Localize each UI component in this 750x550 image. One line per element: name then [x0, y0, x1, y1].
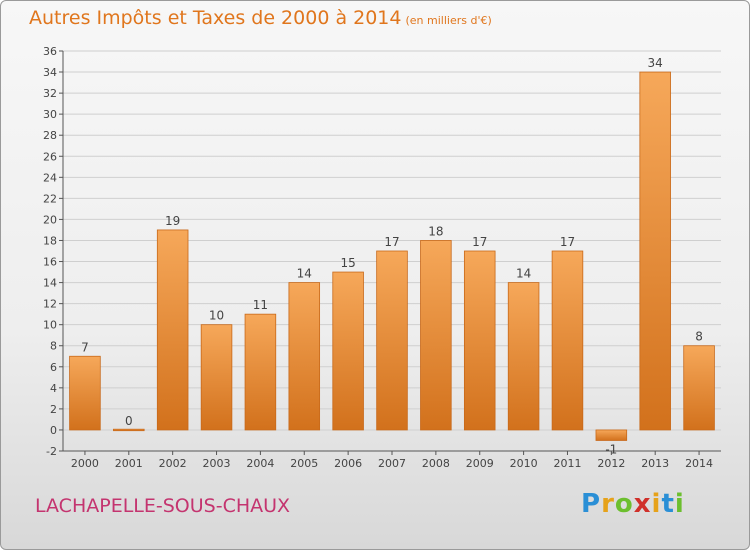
proxiti-logo: Proxiti — [581, 489, 685, 519]
logo-letter: i — [674, 489, 685, 519]
bar — [332, 271, 364, 431]
y-tick-label: 26 — [43, 150, 57, 163]
y-tick-label: -2 — [46, 445, 57, 458]
data-label: 15 — [340, 256, 355, 270]
data-label: 14 — [516, 267, 531, 281]
x-tick-label: 2002 — [159, 457, 187, 470]
y-tick-label: 30 — [43, 108, 57, 121]
y-tick-label: 14 — [43, 277, 57, 290]
data-label: 17 — [472, 235, 487, 249]
logo-letter: r — [601, 489, 615, 519]
y-tick-label: 36 — [43, 45, 57, 58]
bar — [200, 324, 233, 431]
y-tick-label: 20 — [43, 213, 57, 226]
data-label: -1 — [605, 442, 617, 456]
x-tick-label: 2013 — [641, 457, 669, 470]
x-tick-label: 2014 — [685, 457, 713, 470]
bar — [420, 240, 452, 431]
data-label: 0 — [125, 414, 133, 428]
data-label: 11 — [253, 298, 268, 312]
x-tick-label: 2001 — [115, 457, 143, 470]
x-tick-label: 2005 — [290, 457, 318, 470]
x-tick-label: 2006 — [334, 457, 362, 470]
x-tick-label: 2003 — [203, 457, 231, 470]
y-tick-label: 18 — [43, 234, 57, 247]
data-label: 18 — [428, 224, 443, 238]
y-tick-label: 6 — [50, 361, 57, 374]
logo-letter: x — [633, 489, 652, 519]
bar — [639, 71, 671, 431]
x-tick-label: 2007 — [378, 457, 406, 470]
logo-letter: t — [661, 489, 675, 519]
chart-unit-note: (en milliers d'€) — [405, 14, 492, 27]
data-label: 10 — [209, 309, 224, 323]
bar — [683, 345, 715, 431]
bar — [244, 313, 277, 431]
y-tick-label: 22 — [43, 192, 57, 205]
y-tick-label: 12 — [43, 298, 57, 311]
bar — [288, 282, 321, 431]
bar — [507, 282, 540, 431]
bar — [113, 428, 145, 432]
y-tick-label: 8 — [50, 340, 57, 353]
bar — [69, 355, 101, 431]
y-tick-label: 4 — [50, 382, 57, 395]
y-tick-label: 10 — [43, 319, 57, 332]
y-tick-label: 34 — [43, 66, 57, 79]
x-tick-label: 2000 — [71, 457, 99, 470]
data-label: 19 — [165, 214, 180, 228]
bar — [595, 429, 628, 441]
y-tick-label: 28 — [43, 129, 57, 142]
y-tick-label: 0 — [50, 424, 57, 437]
y-tick-label: 2 — [50, 403, 57, 416]
logo-letter: i — [651, 489, 662, 519]
data-label: 17 — [384, 235, 399, 249]
y-tick-label: 32 — [43, 87, 57, 100]
data-label: 14 — [297, 267, 312, 281]
x-tick-label: 2004 — [246, 457, 274, 470]
data-label: 34 — [648, 56, 663, 70]
y-tick-label: 24 — [43, 171, 57, 184]
x-tick-label: 2011 — [553, 457, 581, 470]
commune-name: LACHAPELLE-SOUS-CHAUX — [35, 495, 291, 517]
logo-letter: o — [614, 489, 634, 519]
bar — [376, 250, 408, 431]
x-tick-label: 2008 — [422, 457, 450, 470]
x-tick-label: 2009 — [466, 457, 494, 470]
x-tick-label: 2010 — [510, 457, 538, 470]
data-label: 7 — [81, 340, 89, 354]
bar — [551, 250, 584, 431]
logo-letter: P — [581, 489, 602, 519]
bar — [156, 229, 189, 431]
data-label: 17 — [560, 235, 575, 249]
y-tick-label: 16 — [43, 256, 57, 269]
chart-title: Autres Impôts et Taxes de 2000 à 2014 (en… — [29, 7, 492, 29]
chart-title-text: Autres Impôts et Taxes de 2000 à 2014 — [29, 7, 402, 29]
data-label: 8 — [695, 330, 703, 344]
bar — [463, 250, 496, 431]
x-tick-label: 2012 — [597, 457, 625, 470]
